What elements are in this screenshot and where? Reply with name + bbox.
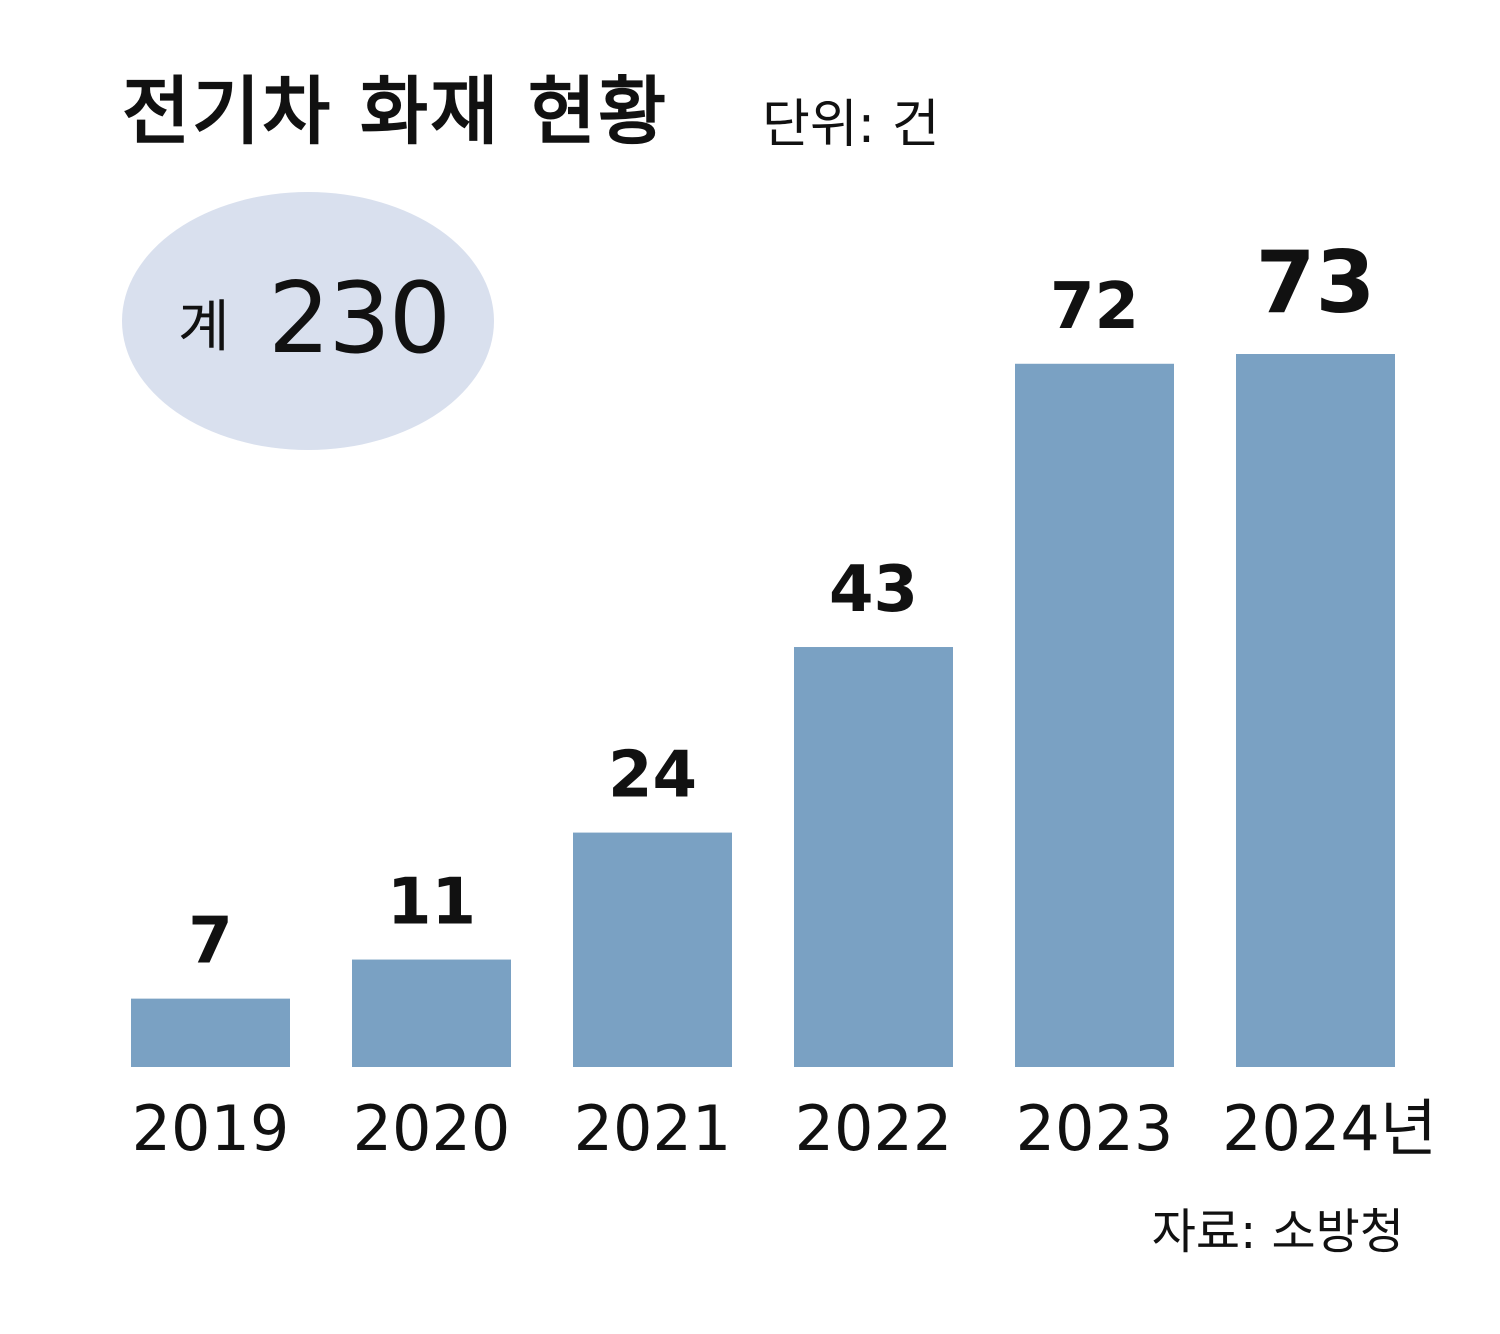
category-label-2021: 2021 (574, 1092, 732, 1165)
total-label: 계 (178, 295, 230, 360)
total-value: 230 (268, 262, 451, 376)
chart-title: 전기차 화재 현황 (122, 69, 669, 155)
source-note: 자료: 소방청 (1151, 1204, 1404, 1260)
category-label-2020: 2020 (353, 1092, 511, 1165)
category-label-2023: 2023 (1016, 1092, 1174, 1165)
category-label-2022: 2022 (795, 1092, 953, 1165)
value-label-2021: 24 (608, 739, 697, 813)
category-label-2024년: 2024년 (1222, 1092, 1437, 1165)
value-label-2019: 7 (188, 905, 233, 979)
unit-label: 단위: 건 (762, 95, 940, 155)
value-label-2020: 11 (387, 866, 476, 940)
bar-2023 (1015, 363, 1174, 1068)
value-label-2023: 72 (1050, 270, 1139, 344)
value-label-2022: 43 (829, 553, 918, 627)
bar-2021 (573, 832, 732, 1067)
value-label-2024년: 73 (1256, 233, 1376, 333)
total-badge (122, 192, 494, 450)
bar-2020 (352, 959, 511, 1067)
bar-2019 (131, 998, 290, 1067)
bar-2024년 (1236, 354, 1395, 1067)
category-label-2019: 2019 (132, 1092, 290, 1165)
bar-2022 (794, 647, 953, 1067)
